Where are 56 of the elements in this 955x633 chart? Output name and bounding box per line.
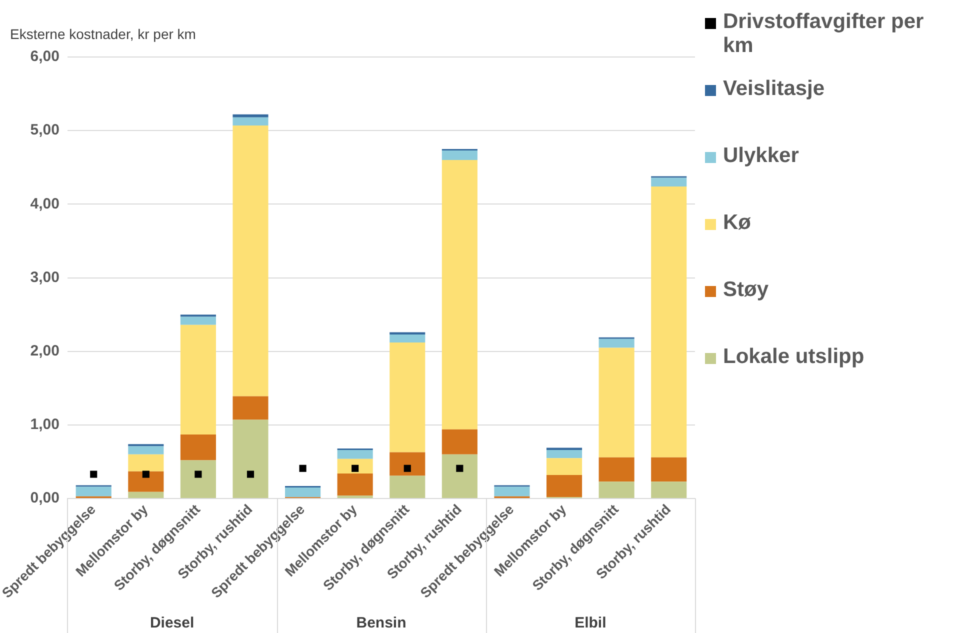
- bar: [442, 454, 478, 498]
- legend-label: Veislitasje: [723, 77, 825, 101]
- bar: [390, 342, 426, 452]
- bar: [651, 482, 687, 498]
- y-tick-label: 1,00: [30, 416, 60, 434]
- bar: [337, 474, 373, 496]
- bar: [76, 486, 112, 496]
- bar: [651, 457, 687, 482]
- y-tick-label: 2,00: [30, 342, 60, 360]
- bar: [390, 334, 426, 343]
- legend-label: Kø: [723, 211, 751, 235]
- bar: [442, 429, 478, 454]
- bar: [337, 458, 373, 474]
- bar: [546, 475, 582, 498]
- y-tick-label: 3,00: [30, 268, 60, 286]
- bar: [390, 452, 426, 476]
- bar: [232, 125, 268, 396]
- bar: [232, 396, 268, 420]
- legend-label: Lokale utslipp: [723, 345, 864, 369]
- y-tick-label: 0,00: [30, 490, 60, 507]
- y-tick-label: 5,00: [30, 122, 60, 139]
- bar: [180, 316, 216, 325]
- bar: [128, 492, 164, 498]
- bar: [651, 178, 687, 187]
- legend-label: Støy: [723, 278, 769, 302]
- text: Diesel: [150, 614, 194, 632]
- bar: [128, 454, 164, 472]
- bar: [128, 471, 164, 492]
- bar: [285, 488, 321, 498]
- legend-label: Drivstoffavgifter per km: [723, 10, 925, 58]
- bar: [651, 186, 687, 458]
- bar: [180, 460, 216, 498]
- bar: [232, 114, 268, 118]
- text: Elbil: [574, 614, 606, 632]
- bar: [598, 348, 634, 458]
- bar: [442, 160, 478, 430]
- bar: [598, 457, 634, 482]
- bar: [337, 496, 373, 498]
- bar: [232, 420, 268, 498]
- bar: [232, 117, 268, 126]
- bar: [546, 458, 582, 476]
- bar: [390, 476, 426, 498]
- bar: [598, 482, 634, 498]
- legend-label: Ulykker: [723, 144, 799, 168]
- y-axis-title: Eksterne kostnader, kr per km: [10, 26, 196, 42]
- bar: [128, 446, 164, 454]
- y-tick-label: 4,00: [30, 195, 60, 212]
- text: Bensin: [356, 614, 406, 632]
- bar: [598, 338, 634, 348]
- bar: [180, 324, 216, 435]
- bar: [180, 434, 216, 460]
- y-tick-label: 6,00: [30, 48, 60, 66]
- bar: [546, 450, 582, 458]
- bar: [337, 450, 373, 459]
- bar: [494, 486, 530, 496]
- bar: [442, 150, 478, 160]
